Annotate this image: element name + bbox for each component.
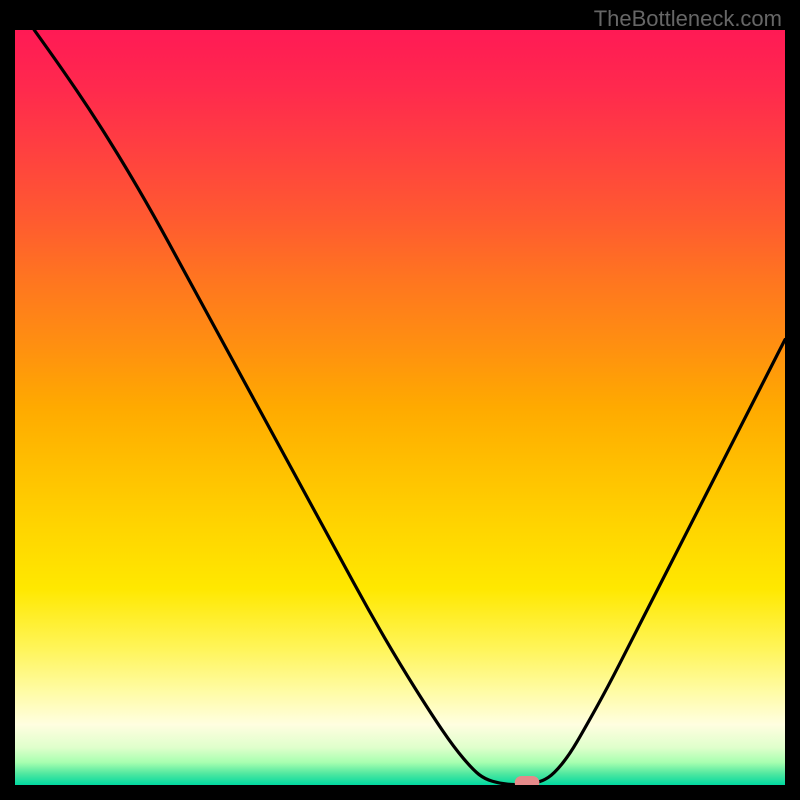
chart-svg (15, 30, 785, 785)
plot-area (15, 30, 785, 785)
gradient-background (15, 30, 785, 785)
chart-container: TheBottleneck.com (0, 0, 800, 800)
watermark-text: TheBottleneck.com (594, 6, 782, 32)
optimal-marker (515, 776, 540, 785)
